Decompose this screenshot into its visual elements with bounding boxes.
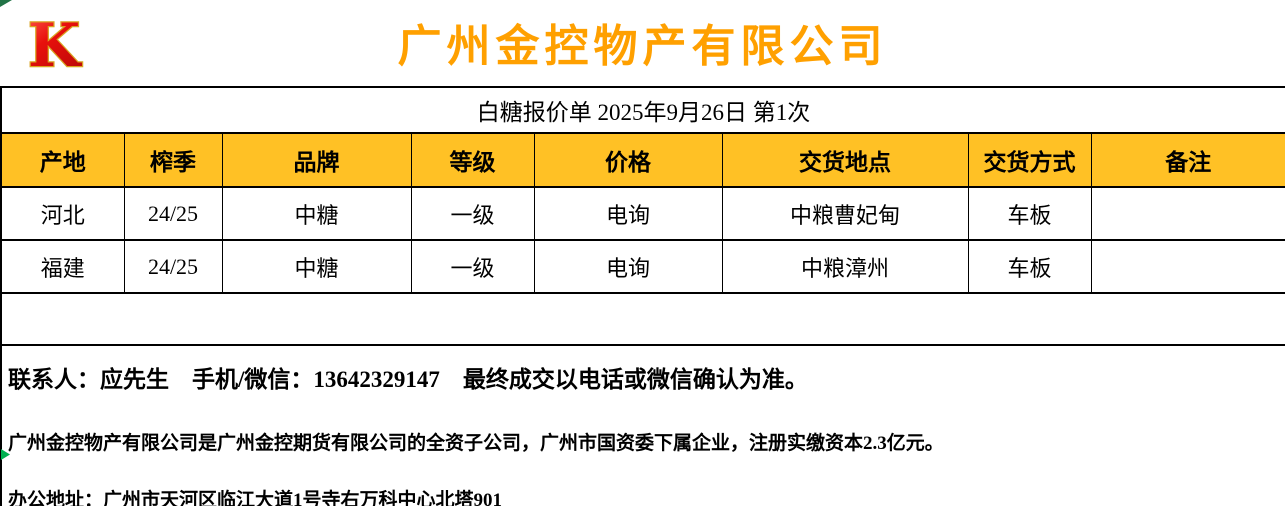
- table-row: 河北 24/25 中糖 一级 电询 中粮曹妃甸 车板: [0, 186, 1285, 241]
- cell-price: 电询: [533, 239, 723, 294]
- cell-remark: [1090, 186, 1285, 241]
- cell-origin: 福建: [0, 239, 125, 294]
- cell-season: 24/25: [123, 239, 223, 294]
- cell-delivery-location: 中粮漳州: [721, 239, 969, 294]
- footer-section-row: 联系人：应先生 手机/微信：13642329147 最终成交以电话或微信确认为准…: [0, 344, 1285, 506]
- company-logo-icon: K: [27, 10, 84, 80]
- col-header-grade: 等级: [410, 132, 535, 188]
- company-title: 广州金控物产有限公司: [397, 22, 888, 71]
- cell-brand: 中糖: [221, 186, 412, 241]
- cell-delivery-method: 车板: [967, 186, 1092, 241]
- col-header-season: 榨季: [123, 132, 223, 188]
- cell-delivery-method: 车板: [967, 239, 1092, 294]
- contact-info: 联系人：应先生 手机/微信：13642329147 最终成交以电话或微信确认为准…: [8, 367, 808, 392]
- header-bar: K 广州金控物产有限公司: [0, 0, 1285, 86]
- col-header-price: 价格: [533, 132, 723, 188]
- cell-season: 24/25: [123, 186, 223, 241]
- table-row: 福建 24/25 中糖 一级 电询 中粮漳州 车板: [0, 239, 1285, 294]
- cell-brand: 中糖: [221, 239, 412, 294]
- quote-subtitle-row: 白糖报价单 2025年9月26日 第1次: [0, 86, 1285, 134]
- col-header-delivery-location: 交货地点: [721, 132, 969, 188]
- col-header-delivery-method: 交货方式: [967, 132, 1092, 188]
- table-header-row: 产地 榨季 品牌 等级 价格 交货地点 交货方式 备注: [0, 132, 1285, 188]
- spreadsheet-corner-marker: [0, 0, 12, 7]
- cell-grade: 一级: [410, 239, 535, 294]
- col-header-origin: 产地: [0, 132, 125, 188]
- cell-grade: 一级: [410, 186, 535, 241]
- office-address: 办公地址：广州市天河区临江大道1号寺右万科中心北塔901: [8, 490, 503, 506]
- cell-origin: 河北: [0, 186, 125, 241]
- cell-price: 电询: [533, 186, 723, 241]
- col-header-remark: 备注: [1090, 132, 1285, 188]
- quote-subtitle: 白糖报价单 2025年9月26日 第1次: [0, 86, 1285, 134]
- footer-cell: 联系人：应先生 手机/微信：13642329147 最终成交以电话或微信确认为准…: [0, 344, 1285, 506]
- spreadsheet-cell-marker: [1, 449, 10, 460]
- cell-delivery-location: 中粮曹妃甸: [721, 186, 969, 241]
- logo-letter: K: [28, 11, 82, 80]
- empty-row: [0, 292, 1285, 346]
- company-description: 广州金控物产有限公司是广州金控期货有限公司的全资子公司，广州市国资委下属企业，注…: [8, 433, 944, 454]
- empty-cell: [0, 292, 1285, 346]
- footer-content: 联系人：应先生 手机/微信：13642329147 最终成交以电话或微信确认为准…: [2, 347, 1285, 506]
- cell-remark: [1090, 239, 1285, 294]
- col-header-brand: 品牌: [221, 132, 412, 188]
- quote-table: 白糖报价单 2025年9月26日 第1次 产地 榨季 品牌 等级 价格 交货地点…: [0, 86, 1285, 506]
